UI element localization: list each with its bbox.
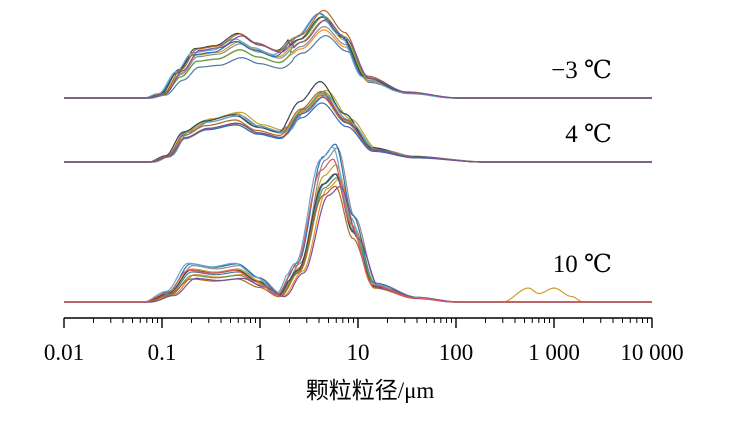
- x-tick-label: 10 000: [620, 340, 683, 365]
- curve-group-label: −3 ℃: [551, 57, 612, 84]
- x-tick-label: 10: [347, 340, 370, 365]
- distribution-curve: [64, 90, 652, 163]
- distribution-curve: [64, 9, 652, 99]
- curve-group-2: [64, 80, 652, 163]
- distribution-curve: [64, 90, 652, 163]
- x-tick-label: 1 000: [528, 340, 580, 365]
- distribution-curve: [64, 19, 652, 99]
- x-axis-title: 颗粒粒径/μm: [306, 378, 435, 403]
- curve-group-label: 10 ℃: [553, 251, 612, 278]
- distribution-curve: [64, 95, 652, 163]
- distribution-curve: [64, 185, 652, 303]
- distribution-curve: [64, 158, 652, 303]
- distribution-curve: [64, 96, 652, 163]
- group-labels: −3 ℃ 4 ℃ 10 ℃: [551, 57, 612, 278]
- x-axis: 0.01 0.1 1 10 100 1 000 10 000: [44, 317, 684, 365]
- x-tick-label: 0.1: [148, 340, 177, 365]
- distribution-curve: [64, 80, 652, 163]
- distribution-curve: [64, 143, 652, 303]
- distribution-curve: [64, 13, 652, 99]
- distribution-curves: [64, 9, 652, 303]
- distribution-curve: [64, 164, 652, 303]
- distribution-curve: [64, 185, 652, 303]
- curve-group-label: 4 ℃: [565, 121, 612, 148]
- curve-group-1: [64, 9, 652, 99]
- distribution-curve: [64, 89, 652, 163]
- x-tick-label: 1: [254, 340, 266, 365]
- x-tick-label: 0.01: [44, 340, 84, 365]
- x-tick-label: 100: [439, 340, 474, 365]
- curve-group-3: [64, 143, 652, 303]
- distribution-curve: [64, 12, 652, 99]
